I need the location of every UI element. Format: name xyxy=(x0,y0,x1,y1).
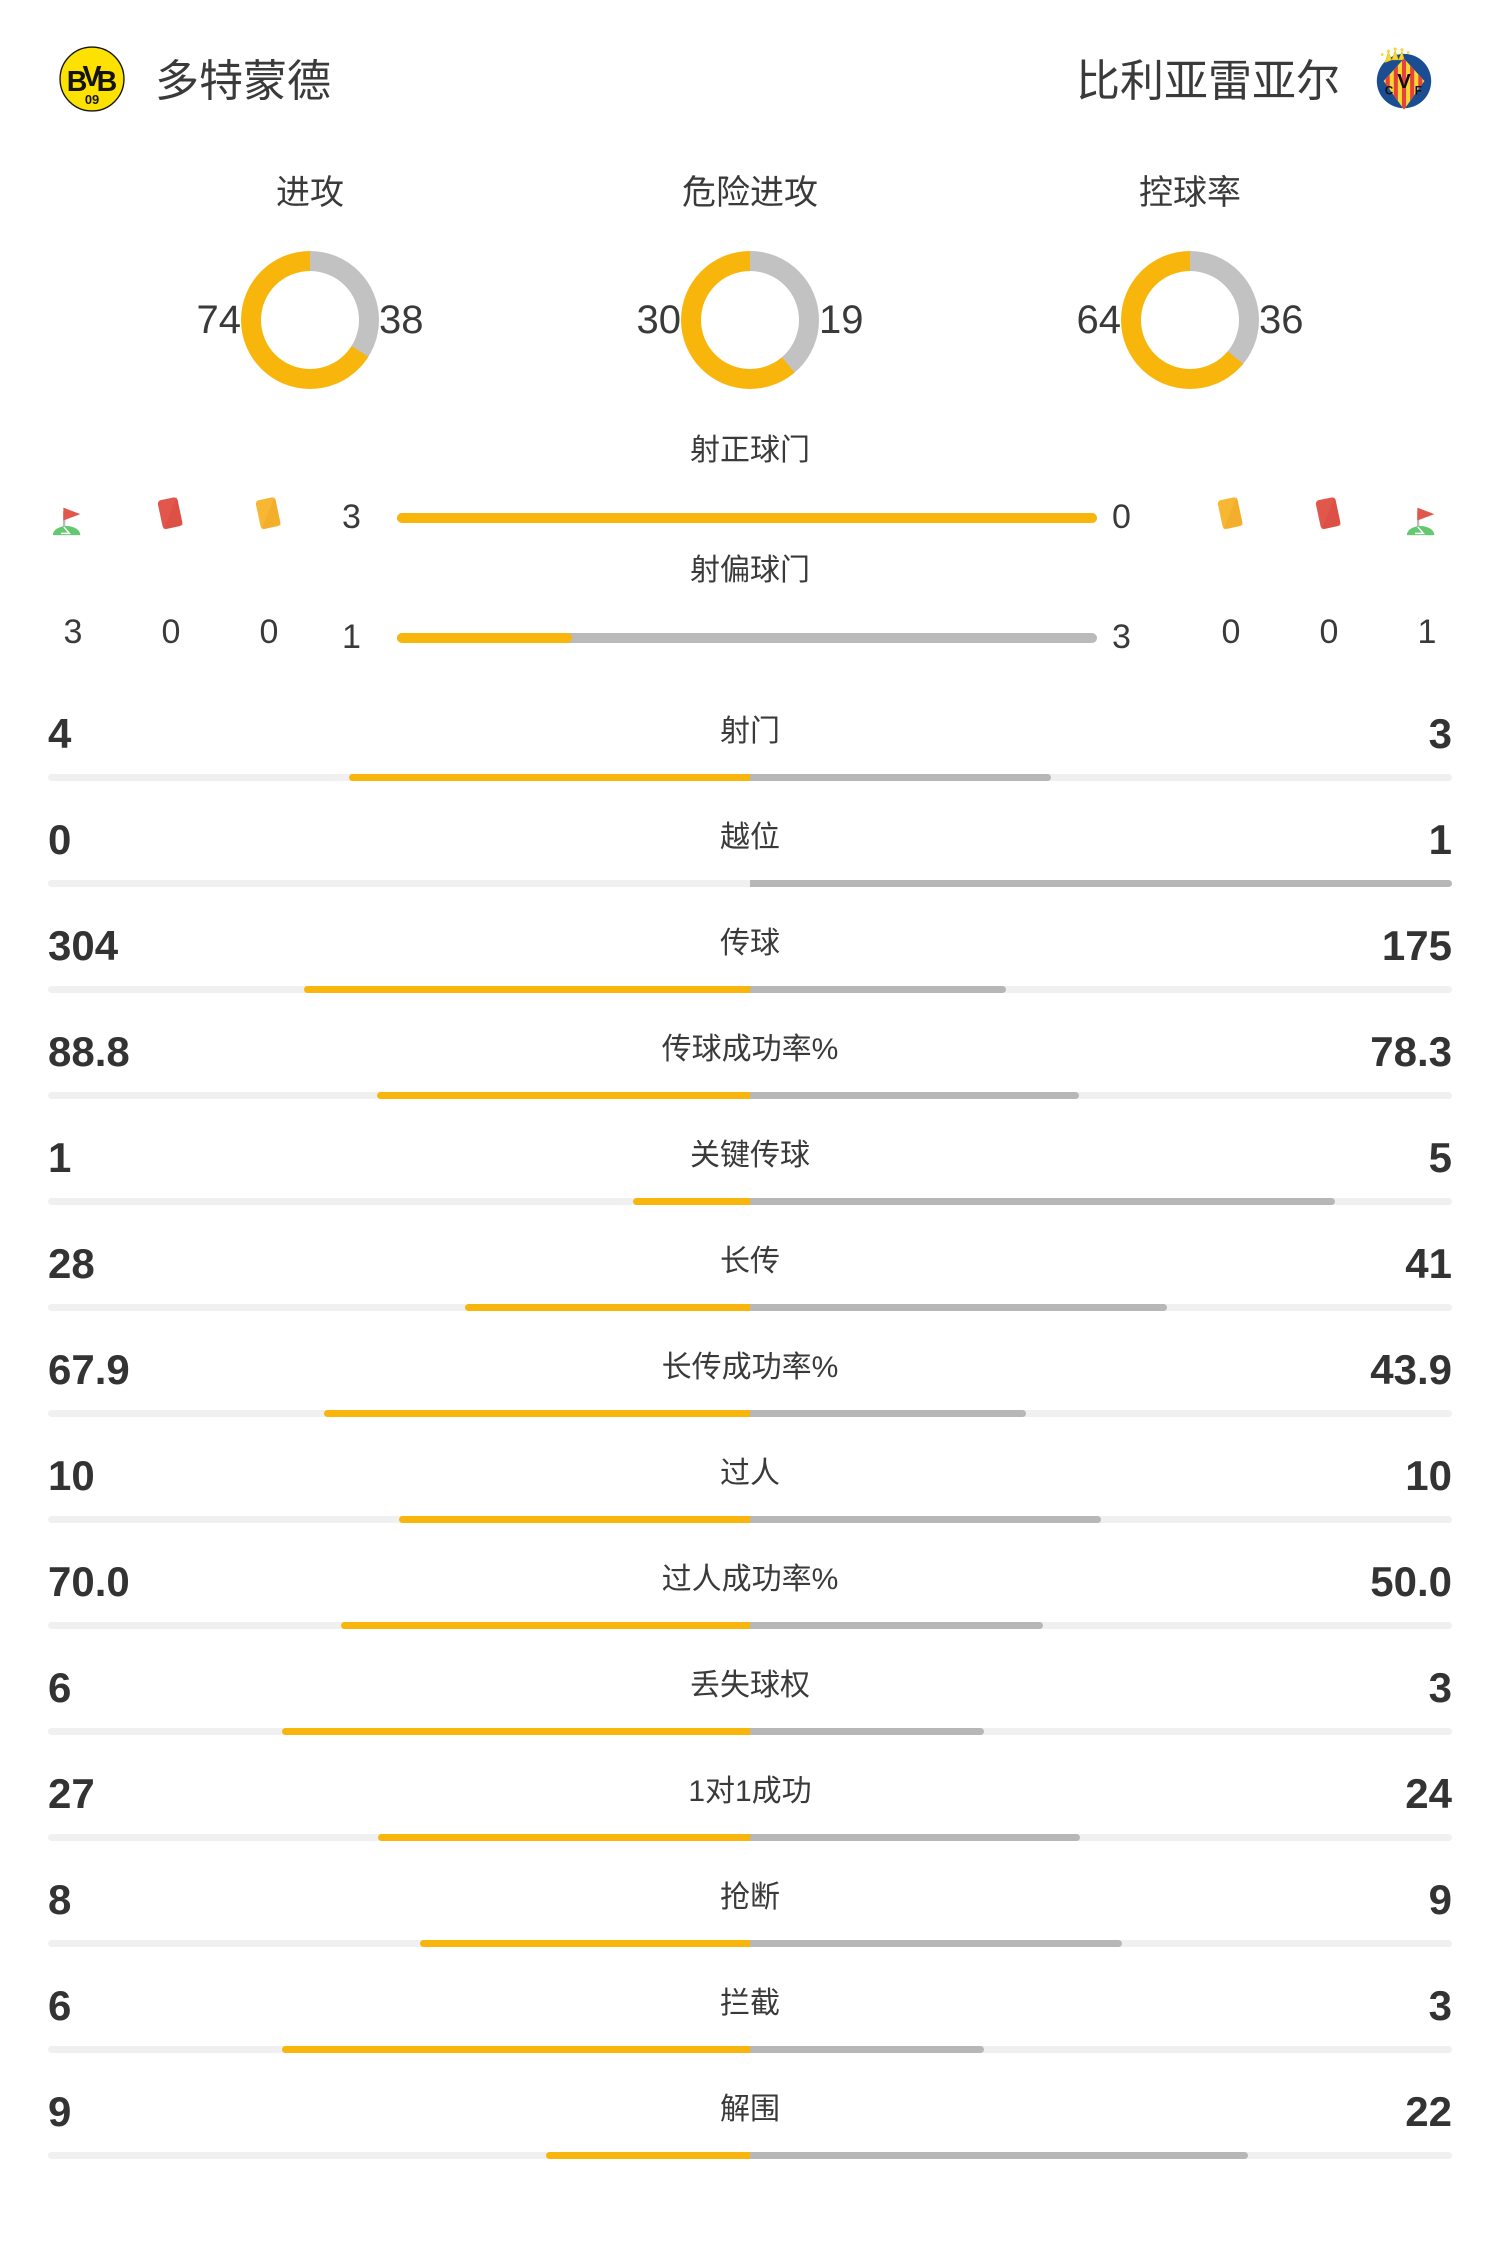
svg-text:V: V xyxy=(1397,71,1411,93)
svg-text:V: V xyxy=(82,61,101,93)
svg-text:F: F xyxy=(1415,86,1422,98)
svg-text:09: 09 xyxy=(85,92,99,107)
svg-text:C: C xyxy=(1385,86,1394,98)
